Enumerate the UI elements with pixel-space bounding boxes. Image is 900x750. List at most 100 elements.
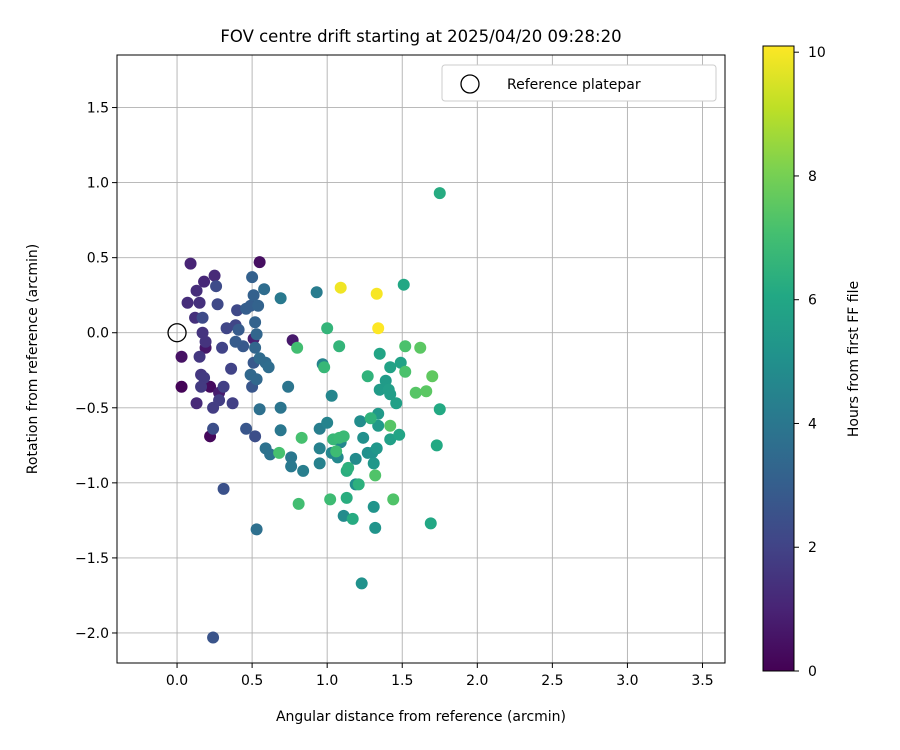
- data-point: [433, 187, 446, 200]
- data-point: [211, 298, 224, 311]
- legend-label: Reference platepar: [507, 77, 641, 93]
- y-tick-label: 1.5: [87, 101, 109, 117]
- data-point: [384, 433, 397, 446]
- colorbar-tick-label: 0: [808, 664, 817, 680]
- x-tick-label: 1.5: [391, 673, 413, 689]
- data-point: [355, 577, 368, 590]
- data-point: [364, 412, 377, 425]
- data-point: [175, 380, 188, 393]
- data-point: [325, 389, 338, 402]
- colorbar-gradient: [762, 45, 795, 672]
- data-point: [207, 631, 220, 644]
- data-point: [210, 280, 223, 293]
- colorbar-label: Hours from first FF file: [846, 281, 862, 437]
- data-point: [384, 361, 397, 374]
- data-point: [258, 283, 271, 296]
- data-point: [198, 371, 211, 384]
- y-tick-label: 0.0: [87, 326, 109, 342]
- colorbar: 0 2 4 6 8 10 Hours from first FF file: [762, 45, 862, 680]
- y-tick-label: −1.5: [75, 551, 109, 567]
- data-point: [249, 316, 262, 329]
- data-point: [216, 341, 229, 354]
- data-point: [226, 397, 239, 410]
- data-point: [190, 397, 203, 410]
- data-point: [282, 380, 295, 393]
- data-point: [213, 394, 226, 407]
- data-point: [324, 493, 337, 506]
- data-point: [384, 419, 397, 432]
- data-point: [349, 452, 362, 465]
- data-point: [330, 445, 343, 458]
- data-point: [199, 335, 212, 348]
- data-point: [291, 341, 304, 354]
- data-point: [247, 289, 260, 302]
- colorbar-tick-label: 4: [808, 416, 817, 432]
- data-point: [207, 422, 220, 435]
- data-point: [369, 521, 382, 534]
- data-point: [220, 322, 233, 335]
- data-point: [250, 373, 263, 386]
- data-point: [175, 350, 188, 363]
- data-point: [285, 460, 298, 473]
- data-point: [369, 469, 382, 482]
- data-point: [184, 257, 197, 270]
- x-tick-label: 3.5: [691, 673, 713, 689]
- data-point: [208, 269, 221, 282]
- grid: [117, 55, 725, 663]
- data-point: [313, 457, 326, 470]
- data-point: [295, 431, 308, 444]
- data-point: [250, 523, 263, 536]
- data-point: [372, 419, 385, 432]
- data-point: [346, 512, 359, 525]
- data-point: [379, 374, 392, 387]
- data-point: [274, 424, 287, 437]
- x-tick-label: 0.5: [241, 673, 263, 689]
- data-point: [337, 509, 350, 522]
- data-point: [181, 296, 194, 309]
- data-point: [397, 278, 410, 291]
- x-tick-label: 2.5: [541, 673, 563, 689]
- data-point: [240, 422, 253, 435]
- data-point: [274, 292, 287, 305]
- data-point: [253, 403, 266, 416]
- data-point: [373, 347, 386, 360]
- data-point: [232, 323, 245, 336]
- y-tick-label: 1.0: [87, 176, 109, 192]
- data-point: [313, 442, 326, 455]
- data-point: [372, 322, 385, 335]
- data-point: [274, 401, 287, 414]
- data-point: [394, 356, 407, 369]
- data-point: [273, 446, 286, 459]
- x-tick-label: 3.0: [616, 673, 638, 689]
- data-point: [430, 439, 443, 452]
- colorbar-ticks: 0 2 4 6 8 10: [794, 45, 826, 680]
- data-point: [393, 428, 406, 441]
- data-point: [399, 340, 412, 353]
- x-tick-label: 2.0: [466, 673, 488, 689]
- y-tick-label: −2.0: [75, 626, 109, 642]
- data-point: [193, 350, 206, 363]
- data-point: [262, 361, 275, 374]
- colorbar-tick-label: 10: [808, 45, 826, 61]
- data-point: [414, 341, 427, 354]
- data-point: [204, 380, 217, 393]
- data-point: [399, 365, 412, 378]
- data-point: [225, 362, 238, 375]
- data-point: [285, 451, 298, 464]
- data-point: [337, 430, 350, 443]
- data-point: [354, 415, 367, 428]
- legend: Reference platepar: [441, 64, 717, 102]
- y-tick-label: −0.5: [75, 401, 109, 417]
- data-point: [231, 304, 244, 317]
- data-point: [253, 256, 266, 269]
- data-point: [198, 275, 211, 288]
- data-point: [310, 286, 323, 299]
- data-point: [196, 326, 209, 339]
- data-point: [367, 500, 380, 513]
- data-point: [193, 296, 206, 309]
- legend-open-circle-icon: [460, 74, 480, 94]
- y-tick-label: −1.0: [75, 476, 109, 492]
- data-point: [426, 370, 439, 383]
- data-point: [387, 493, 400, 506]
